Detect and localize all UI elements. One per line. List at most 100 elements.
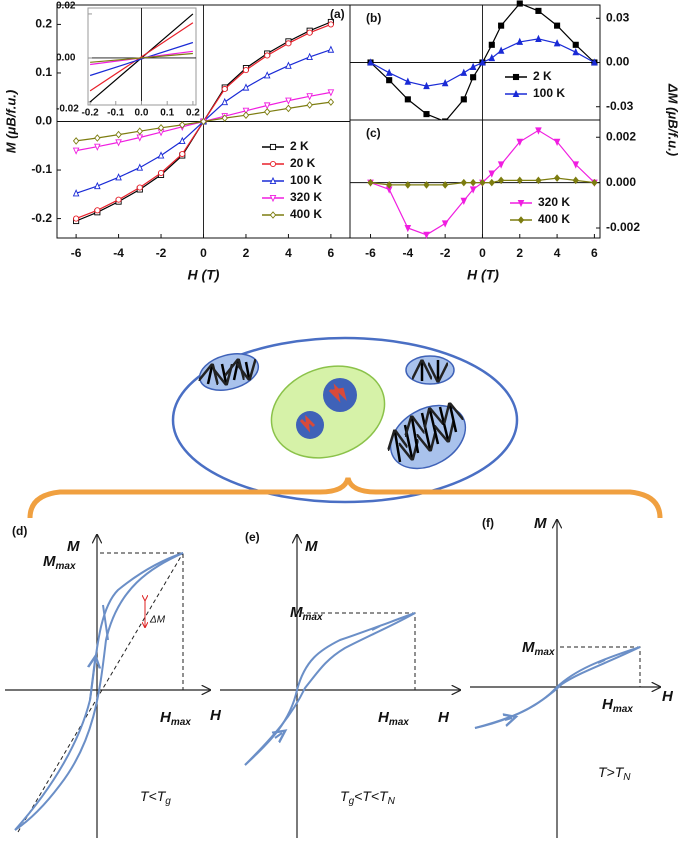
- marker: [469, 178, 477, 187]
- panel-label: (d): [12, 524, 27, 538]
- legend-marker: [269, 160, 277, 168]
- marker: [488, 41, 495, 48]
- marker: [404, 181, 412, 189]
- marker: [94, 134, 101, 142]
- marker: [242, 66, 250, 74]
- legend-label: 2 K: [290, 139, 309, 153]
- x-tick-label: 0.1: [160, 108, 174, 119]
- marker: [72, 147, 80, 155]
- marker: [441, 181, 449, 189]
- panel-label: (e): [245, 530, 260, 544]
- marker: [441, 220, 449, 228]
- cluster-schematic: [27, 336, 663, 519]
- marker: [72, 137, 80, 145]
- x-tick-label: -4: [402, 246, 413, 260]
- marker: [264, 107, 271, 116]
- marker: [460, 178, 467, 187]
- panel-label: (a): [330, 7, 345, 21]
- x-tick-label: 2: [516, 246, 523, 260]
- x-tick-label: 4: [285, 246, 292, 260]
- y-tick-label: 0.02: [56, 1, 76, 12]
- marker: [327, 45, 335, 53]
- condition: T<Tg: [140, 788, 171, 807]
- marker: [94, 181, 101, 190]
- marker: [591, 58, 598, 66]
- marker: [242, 111, 250, 119]
- marker: [306, 93, 313, 101]
- marker: [94, 143, 101, 151]
- marker: [115, 130, 122, 139]
- y-tick-label: -0.1: [31, 162, 52, 176]
- series-line: [90, 52, 193, 63]
- marker: [553, 174, 561, 182]
- legend-marker: [269, 194, 277, 203]
- marker: [479, 178, 486, 187]
- y-tick-label: 0.00: [56, 53, 76, 64]
- marker: [327, 89, 335, 97]
- marker: [72, 189, 80, 197]
- x-tick-label: -4: [113, 246, 124, 260]
- panel-label: (c): [366, 126, 381, 140]
- series-line: [89, 22, 194, 92]
- marker: [221, 114, 228, 122]
- marker: [136, 184, 143, 191]
- marker: [488, 170, 496, 178]
- marker: [535, 34, 542, 42]
- legend-marker: [269, 176, 277, 185]
- legend-label: 2 K: [533, 69, 552, 83]
- marker: [327, 21, 334, 28]
- legend-label: 100 K: [290, 173, 322, 187]
- marker: [498, 22, 505, 29]
- x-axis-label: H (T): [467, 267, 499, 283]
- panel-e: (e) M Mmax Hmax H Tg<T<TN: [220, 530, 460, 838]
- marker: [497, 46, 505, 54]
- axis-label: M: [534, 515, 547, 532]
- marker: [469, 186, 477, 194]
- marker: [572, 161, 580, 169]
- h-max-label: Hmax: [160, 709, 191, 728]
- marker: [221, 97, 229, 106]
- x-tick-label: 0.2: [186, 108, 200, 119]
- marker: [404, 96, 411, 103]
- marker: [94, 207, 101, 214]
- marker: [136, 163, 144, 171]
- legend-marker: [512, 73, 520, 81]
- legend-marker: [517, 216, 525, 224]
- marker: [385, 181, 393, 189]
- marker: [469, 62, 477, 70]
- x-tick-label: -2: [156, 246, 167, 260]
- marker: [516, 37, 524, 45]
- x-tick-label: 6: [591, 246, 598, 260]
- marker: [497, 161, 505, 169]
- m-max-label: Mmax: [43, 553, 76, 572]
- x-tick-label: -2: [440, 246, 451, 260]
- x-tick-label: 0.0: [135, 108, 149, 119]
- marker: [516, 138, 524, 146]
- marker: [423, 231, 430, 240]
- legend-label: 100 K: [533, 86, 565, 100]
- h-max-label: Hmax: [602, 696, 633, 715]
- marker: [115, 139, 122, 147]
- marker: [572, 47, 580, 56]
- marker: [200, 117, 207, 126]
- marker: [385, 68, 393, 76]
- marker: [179, 150, 186, 158]
- x-tick-label: -0.1: [107, 108, 125, 119]
- marker: [73, 215, 80, 222]
- condition: Tg<T<TN: [340, 788, 396, 807]
- h-max-label: Hmax: [378, 709, 409, 728]
- marker: [115, 196, 122, 203]
- axis-label: H: [662, 688, 674, 705]
- axis-label: M: [67, 538, 80, 555]
- axis-label: M: [305, 538, 318, 555]
- legend-label: 20 K: [290, 156, 316, 170]
- marker: [263, 102, 271, 110]
- legend-marker: [269, 211, 277, 219]
- marker: [553, 138, 561, 146]
- legend-marker: [512, 89, 520, 98]
- x-tick-label: 2: [243, 246, 250, 260]
- marker: [516, 176, 523, 185]
- marker: [242, 83, 250, 91]
- marker: [441, 78, 449, 87]
